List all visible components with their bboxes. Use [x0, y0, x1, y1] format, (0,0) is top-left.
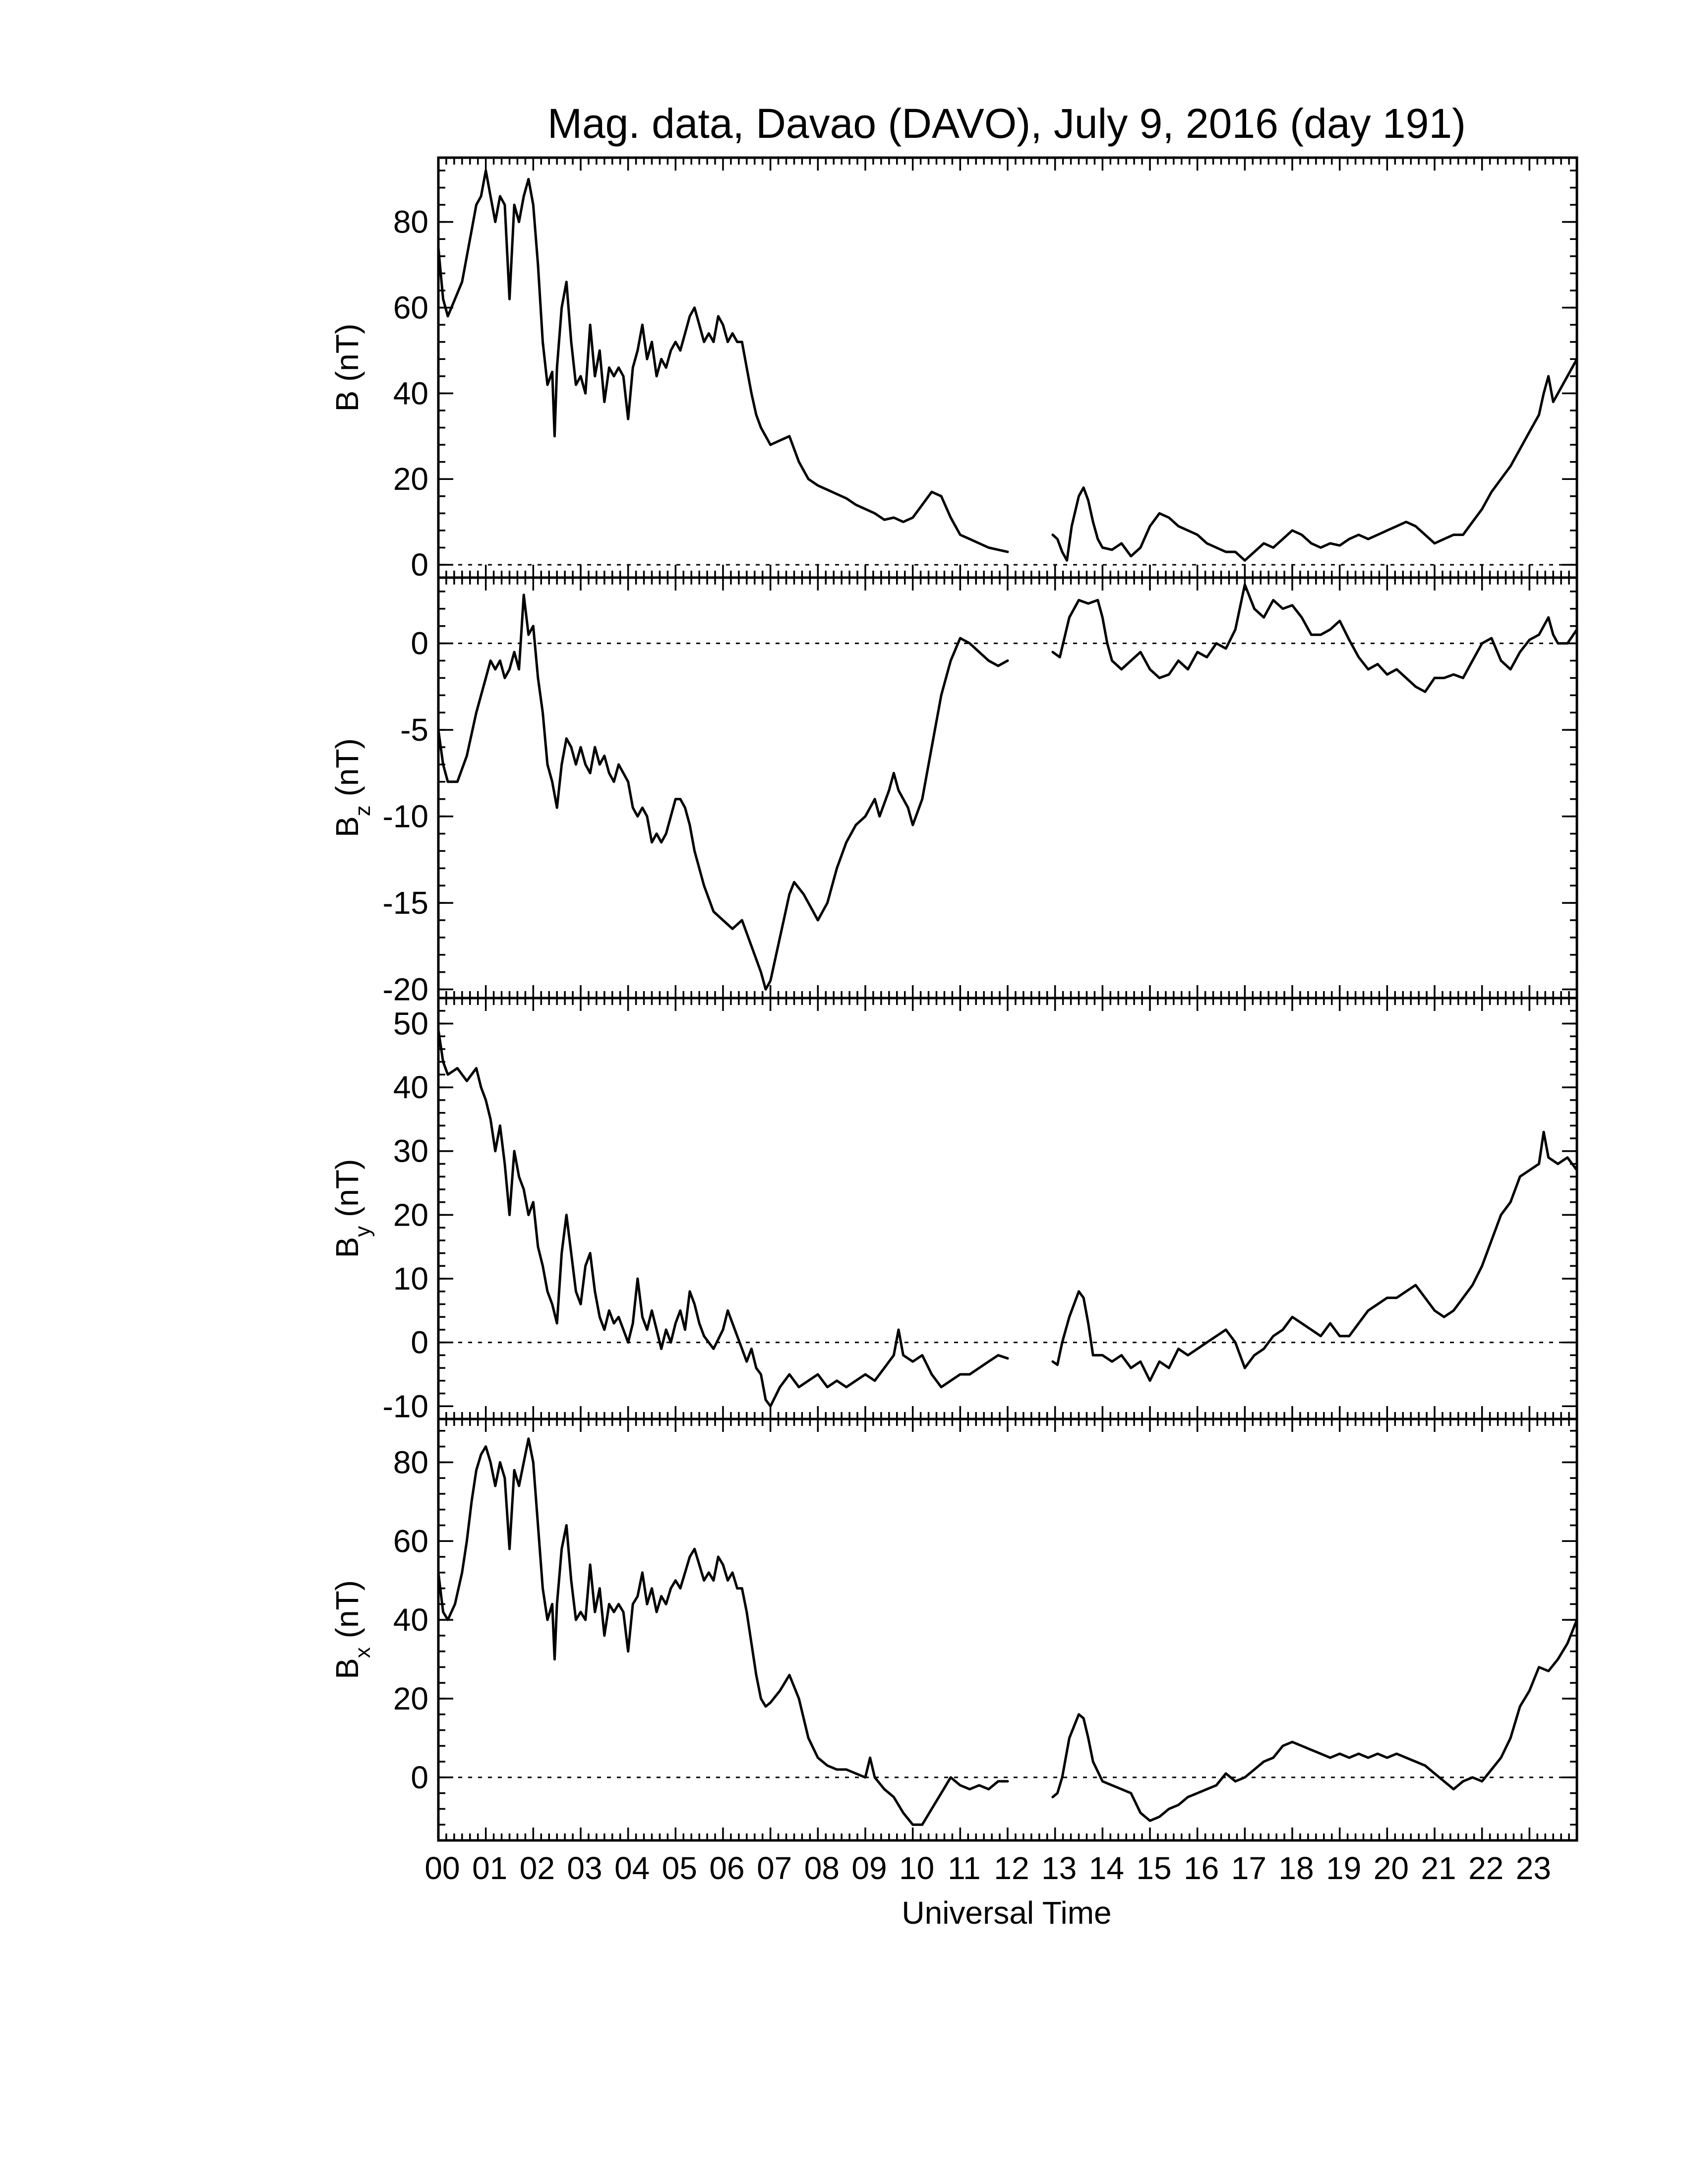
y-tick-label: 20: [393, 1681, 428, 1716]
x-tick-label: 08: [804, 1850, 840, 1886]
series-line-b: [1051, 357, 1578, 562]
y-tick-label: 60: [393, 1523, 428, 1559]
x-tick-label: 22: [1468, 1850, 1504, 1886]
x-tick-label: 15: [1136, 1850, 1171, 1886]
y-tick-label: -10: [383, 1388, 429, 1424]
x-tick-label: 14: [1089, 1850, 1124, 1886]
series-line-by: [437, 1028, 1009, 1408]
x-axis-label: Universal Time: [902, 1895, 1111, 1931]
y-tick-label: -15: [383, 885, 429, 921]
x-tick-label: 02: [520, 1850, 555, 1886]
series-line-bx: [437, 1437, 1009, 1826]
y-tick-label: 0: [411, 1325, 428, 1360]
chart-title: Mag. data, Davao (DAVO), July 9, 2016 (d…: [547, 100, 1466, 147]
y-tick-label: 0: [411, 1760, 428, 1795]
x-tick-label: 17: [1231, 1850, 1266, 1886]
y-tick-label: 50: [393, 1005, 428, 1041]
x-tick-label: 01: [472, 1850, 507, 1886]
y-tick-label: 80: [393, 1444, 428, 1480]
panel-b: 0 20 40 60 80 B (nT): [329, 156, 1578, 583]
y-tick-label: -20: [383, 972, 429, 1007]
y-tick-label: 0: [411, 626, 428, 661]
y-axis-label-b: B (nT): [329, 324, 365, 412]
x-tick-label: 03: [567, 1850, 602, 1886]
x-tick-label: 23: [1516, 1850, 1551, 1886]
y-tick-label: 20: [393, 461, 428, 497]
y-tick-label: 20: [393, 1197, 428, 1233]
x-tick-label: 12: [994, 1850, 1029, 1886]
y-tick-label: 40: [393, 1069, 428, 1105]
x-tick-label: 00: [424, 1850, 460, 1886]
series-line-bz: [437, 593, 1009, 991]
y-tick-label: 10: [393, 1261, 428, 1297]
y-tick-label: 80: [393, 204, 428, 240]
x-tick-label: 13: [1041, 1850, 1077, 1886]
x-tick-label: 04: [614, 1850, 650, 1886]
y-axis-label-bz: Bz (nT): [329, 738, 375, 837]
x-tick-label: 05: [662, 1850, 697, 1886]
series-line-b: [437, 169, 1009, 553]
panel-frame: [437, 576, 1578, 1000]
series-line-by: [1051, 1130, 1578, 1382]
y-axis-label-bx: Bx (nT): [329, 1580, 375, 1679]
x-tick-label: 11: [948, 1850, 980, 1886]
panel-bz: 0 -5 -10 -15 -20 Bz (nT): [329, 576, 1578, 1007]
series-line-bz: [1051, 583, 1578, 693]
panel-frame: [437, 997, 1578, 1420]
y-tick-label: 60: [393, 290, 428, 326]
y-tick-label: 0: [411, 547, 428, 583]
y-tick-label: -10: [383, 799, 429, 834]
x-tick-label: 09: [851, 1850, 887, 1886]
panel-bx: 80 60 40 20 0 Bx (nT): [329, 1417, 1578, 1842]
x-tick-label: 06: [709, 1850, 744, 1886]
y-tick-label: -5: [400, 712, 428, 748]
x-tick-label: 07: [757, 1850, 792, 1886]
panels-group: 0 20 40 60 80 B (nT) 0 -5 -10 -15 -20 Bz (nT) 50 40 30…: [329, 156, 1578, 1842]
y-tick-label: 40: [393, 375, 428, 411]
x-tick-label: 16: [1184, 1850, 1219, 1886]
x-tick-label: 10: [899, 1850, 934, 1886]
panel-by: 50 40 30 20 10 0 -10 By (nT): [329, 997, 1578, 1424]
y-axis-label-by: By (nT): [329, 1159, 375, 1258]
x-tick-label: 19: [1326, 1850, 1361, 1886]
x-tick-label: 20: [1374, 1850, 1409, 1886]
x-tick-label: 18: [1278, 1850, 1314, 1886]
y-tick-label: 40: [393, 1602, 428, 1638]
x-tick-label: 21: [1421, 1850, 1456, 1886]
x-axis: 00 01 02 03 04 05 06 07 08 09 10 11 12 13 14 15 16 17 18 19…: [424, 1850, 1551, 1886]
series-line-bx: [1051, 1618, 1578, 1822]
y-tick-label: 30: [393, 1133, 428, 1169]
